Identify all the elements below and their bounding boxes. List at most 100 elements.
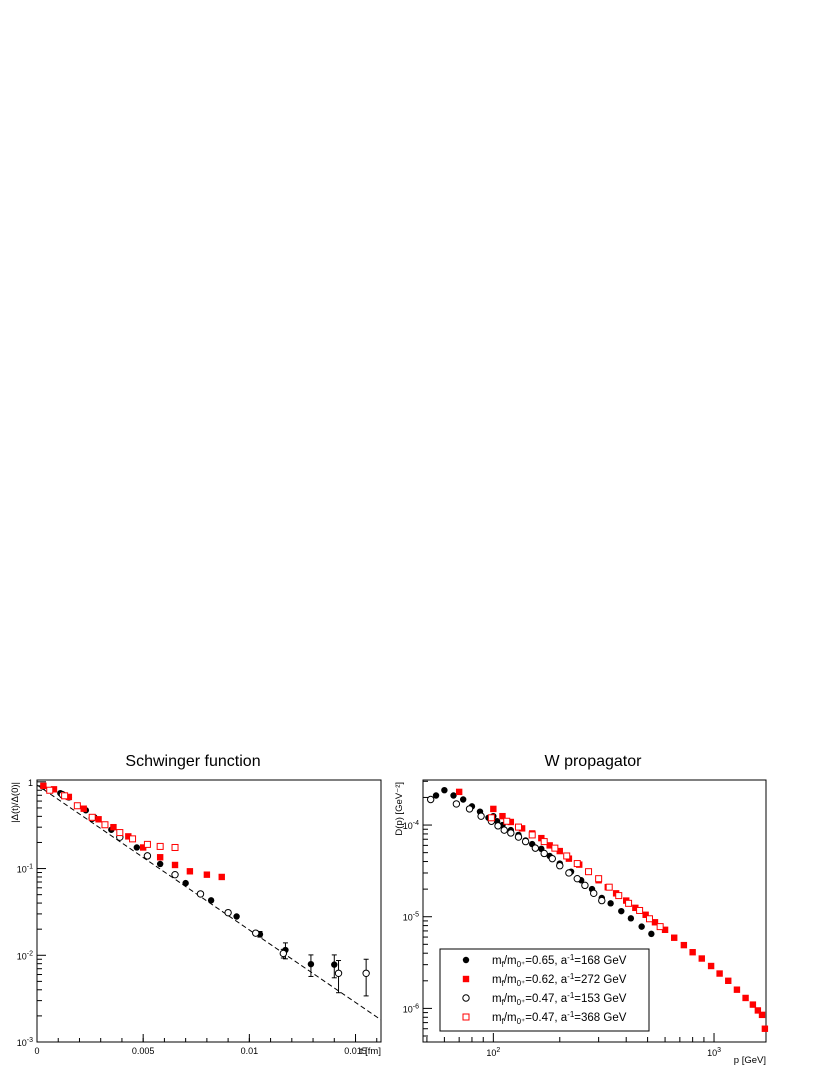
right-title: W propagator	[545, 753, 643, 770]
right-plot-frame	[422, 779, 767, 1043]
right-series-3-point	[548, 854, 557, 863]
left-series-2-point	[218, 873, 225, 881]
left-series-4-point	[156, 842, 164, 850]
left-series-4-point	[88, 813, 96, 821]
right-series-2-point	[546, 842, 553, 849]
right-y-tick-label: 10-5	[403, 912, 419, 923]
left-x-tick-label: 0	[34, 1046, 39, 1056]
right-series-4-point	[514, 823, 522, 831]
right-series-2-point	[754, 1007, 762, 1014]
right-data-marks	[426, 786, 769, 1032]
left-y-tick-label: 10-3	[17, 1037, 33, 1048]
right-series-1-point	[648, 930, 655, 938]
left-series-1-point	[307, 960, 315, 968]
right-series-3-point	[477, 812, 485, 820]
right-series-2-point	[758, 1011, 766, 1019]
right-series-3-point	[500, 826, 508, 834]
left-series-3-point	[196, 890, 205, 898]
left-series-4-point	[171, 843, 179, 851]
right-series-4-point	[636, 906, 644, 914]
right-series-1-point	[638, 923, 645, 930]
left-y-tick-label: 1	[28, 778, 33, 788]
left-title: Schwinger function	[125, 753, 260, 770]
left-series-2-point	[156, 854, 164, 861]
right-series-4-point	[645, 915, 653, 923]
left-series-2-point	[139, 844, 147, 851]
left-series-2-point	[171, 861, 179, 869]
right-x-tick-label: 103	[707, 1047, 721, 1058]
right-series-2-point	[707, 962, 715, 970]
left-series-1-point	[331, 961, 338, 968]
right-series-3-point	[507, 829, 515, 837]
right-series-3-point	[452, 800, 461, 808]
left-series-4-point	[73, 802, 81, 810]
left-series-4-point	[116, 829, 124, 837]
right-series-3-point	[556, 862, 564, 870]
legend-marker-2	[462, 975, 470, 983]
right-series-1-point	[441, 786, 448, 794]
left-series-4-point	[61, 792, 69, 800]
right-series-2-point	[749, 1001, 757, 1008]
left-x-tick-label: 0.01	[241, 1046, 259, 1056]
left-series-1-point	[207, 897, 215, 904]
legend-marker-1	[462, 956, 470, 964]
right-series-2-point	[632, 904, 639, 912]
right-axis-ticks: 102 103 10-4 10-5 10-6	[403, 780, 721, 1058]
right-series-4-point	[503, 817, 511, 825]
left-series-3-point	[279, 949, 288, 958]
left-series-3-point	[334, 969, 343, 977]
right-x-tick-label: 102	[486, 1047, 500, 1058]
right-series-2-point	[725, 977, 732, 985]
legend: mf/m0⁺=0.65, a-1=168 GeV mf/m0⁺=0.62, a-1…	[439, 948, 650, 1032]
legend-marker-4	[462, 1013, 470, 1021]
right-series-1-point	[618, 907, 625, 915]
legend-label-1: mf/m0⁺=0.65, a-1=168 GeV	[492, 953, 627, 969]
right-series-2-point	[556, 847, 563, 855]
right-series-1-point	[607, 900, 614, 907]
legend-box	[439, 948, 650, 1032]
right-y-tick-label: 10-4	[403, 820, 419, 831]
left-series-3-point	[224, 908, 232, 917]
left-y-tick-label: 10-1	[17, 864, 33, 875]
right-series-1-point	[432, 792, 440, 799]
left-y-axis-label: |Δ(t)/Δ(0)|	[10, 782, 21, 823]
left-series-4-point	[143, 840, 151, 848]
left-series-2-point	[65, 793, 73, 801]
right-series-4-point	[615, 892, 623, 900]
right-series-3-point	[426, 795, 435, 804]
right-series-2-point	[698, 955, 705, 962]
right-series-3-point	[540, 849, 548, 858]
right-series-2-point	[733, 986, 741, 993]
left-x-axis-label: t [fm]	[360, 1046, 381, 1057]
left-series-3-point	[171, 870, 179, 879]
left-series-1-point	[133, 844, 141, 851]
right-series-4-point	[540, 838, 548, 846]
left-x-tick-label: 0.005	[132, 1046, 155, 1056]
right-series-2-point	[661, 926, 669, 934]
right-series-2-point	[742, 994, 749, 1002]
right-series-2-point	[507, 818, 515, 826]
left-series-1-point	[233, 913, 240, 920]
left-x-tick-label: 0.015	[344, 1046, 367, 1056]
right-series-4-point	[551, 844, 559, 852]
left-series-2-point	[125, 833, 132, 840]
left-y-tick-label: 10-2	[17, 950, 33, 961]
right-x-axis-label: p [GeV]	[734, 1055, 766, 1066]
right-series-2-point	[680, 941, 688, 949]
left-series-1-point	[156, 860, 164, 868]
right-series-2-point	[716, 970, 723, 977]
right-series-4-point	[585, 868, 593, 876]
legend-label-3: mf/m0⁺=0.47, a-1=153 GeV	[492, 991, 627, 1007]
left-series-2-point	[80, 805, 87, 812]
right-series-3-point	[514, 833, 523, 841]
left-series-4-point	[101, 821, 109, 829]
right-series-2-point	[689, 949, 696, 956]
legend-label-2: mf/m0⁺=0.62, a-1=272 GeV	[492, 972, 627, 988]
right-series-2-point	[671, 934, 678, 941]
legend-label-4: mf/m0⁺=0.47, a-1=368 GeV	[492, 1010, 627, 1026]
left-series-2-point	[186, 868, 194, 875]
left-series-2-point	[40, 782, 47, 790]
right-series-3-point	[531, 844, 540, 852]
left-series-2-point	[110, 823, 117, 831]
